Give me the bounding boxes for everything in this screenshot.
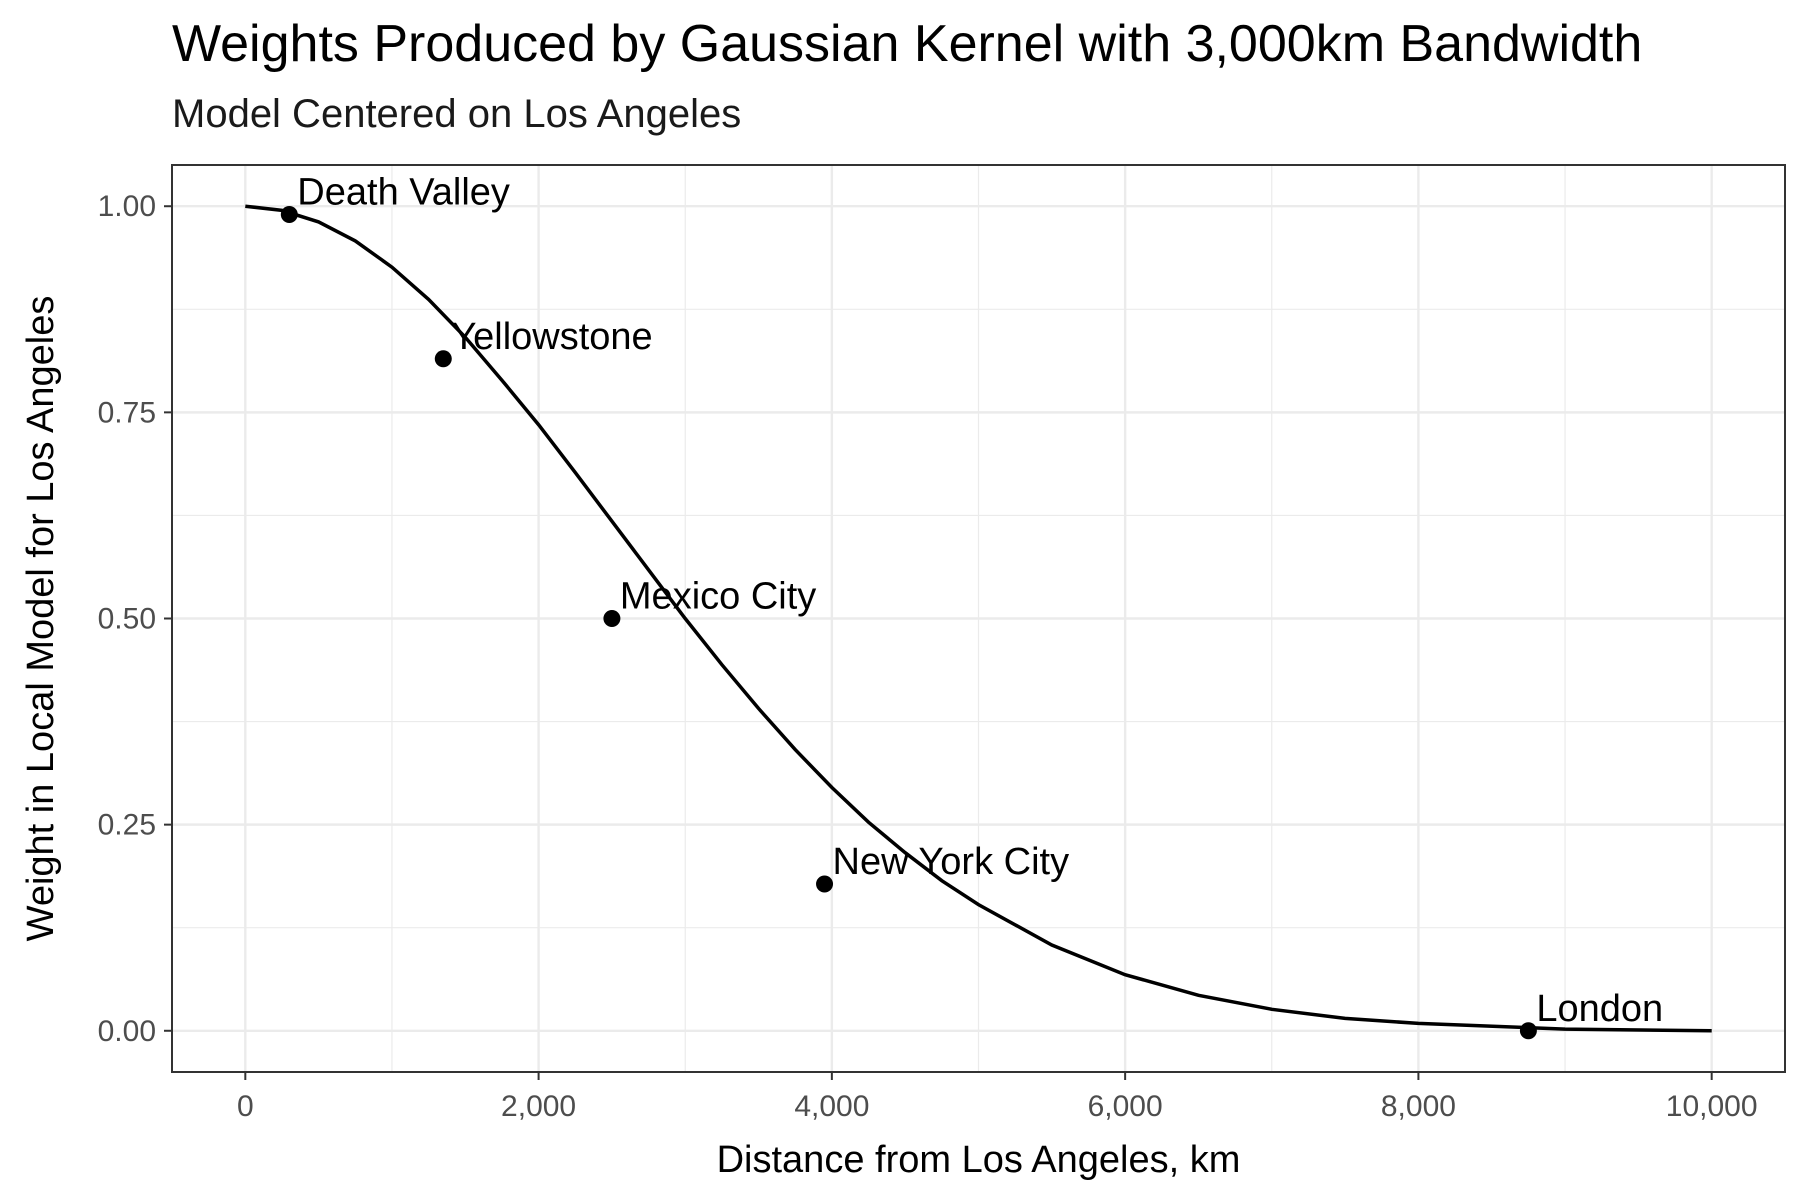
city-point: Mexico City xyxy=(603,576,816,627)
point-label: New York City xyxy=(833,841,1070,883)
x-tick-label: 8,000 xyxy=(1381,1090,1456,1123)
point-label: Mexico City xyxy=(620,576,816,618)
x-tick-label: 6,000 xyxy=(1088,1090,1163,1123)
city-point: Yellowstone xyxy=(434,316,653,368)
point-marker xyxy=(280,205,298,223)
point-marker xyxy=(434,350,452,368)
y-axis-title: Weight in Local Model for Los Angeles xyxy=(20,296,62,942)
y-tick-label: 0.25 xyxy=(98,809,156,842)
point-marker xyxy=(816,875,834,893)
city-points: Death Valley Yellowstone Mexico City New Yo… xyxy=(280,171,1663,1040)
y-tick-label: 0.75 xyxy=(98,396,156,429)
point-label: Death Valley xyxy=(297,171,510,213)
y-tick-label: 0.50 xyxy=(98,603,156,636)
y-tick-label: 0.00 xyxy=(98,1015,156,1048)
city-point: Death Valley xyxy=(280,171,510,223)
chart-title: Weights Produced by Gaussian Kernel with… xyxy=(172,15,1643,73)
x-tick-label: 0 xyxy=(237,1090,254,1123)
y-tick-label: 1.00 xyxy=(98,190,156,223)
city-point: London xyxy=(1519,988,1663,1040)
point-label: Yellowstone xyxy=(451,316,652,358)
point-marker xyxy=(603,610,621,627)
grid xyxy=(172,165,1785,1072)
x-tick-label: 4,000 xyxy=(794,1090,869,1123)
x-axis-title: Distance from Los Angeles, km xyxy=(717,1139,1241,1181)
point-marker xyxy=(1519,1022,1537,1040)
x-tick-label: 10,000 xyxy=(1666,1090,1758,1123)
axis-ticks: 0 2,000 4,000 6,000 8,000 10,000 0.00 0.25 0.50 0… xyxy=(98,190,1758,1123)
city-point: New York City xyxy=(816,841,1069,893)
point-label: London xyxy=(1536,988,1663,1030)
x-tick-label: 2,000 xyxy=(501,1090,576,1123)
kernel-curve xyxy=(245,204,1712,1033)
chart-subtitle: Model Centered on Los Angeles xyxy=(172,92,742,136)
